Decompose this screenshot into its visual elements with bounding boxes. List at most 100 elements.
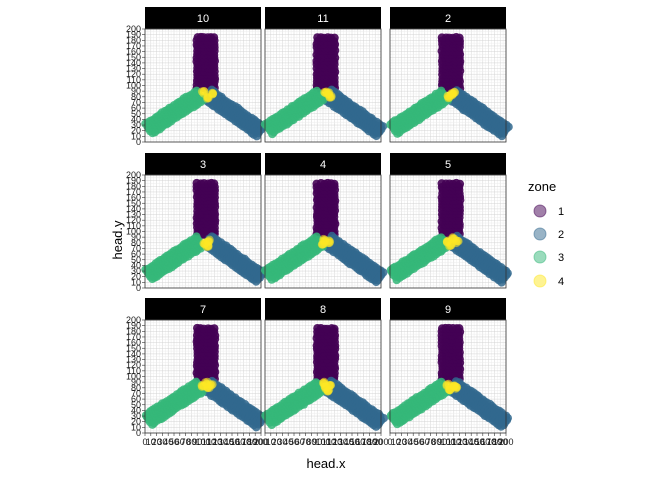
y-tick-label: 70 (131, 97, 141, 107)
x-tick-label: 30 (157, 437, 167, 447)
y-tick-label: 0 (136, 283, 141, 293)
data-point (330, 33, 339, 42)
points (260, 33, 388, 141)
x-tick-label: 20 (397, 437, 407, 447)
y-tick-label: 190 (126, 30, 141, 40)
y-tick-label: 40 (131, 114, 141, 124)
data-point (455, 33, 464, 42)
facet-panel-11: 11 (260, 7, 388, 143)
facet-strip-label: 9 (445, 304, 451, 316)
x-tick-label: 190 (493, 437, 508, 447)
x-tick-label: 140 (339, 437, 354, 447)
x-tick-label: 100 (195, 437, 210, 447)
x-tick-label: 90 (192, 437, 202, 447)
x-tick-label: 190 (368, 437, 383, 447)
facet-strip (390, 298, 506, 320)
facet-panel-5: 5 (386, 153, 512, 289)
y-tick-label: 190 (126, 321, 141, 331)
legend-key-2 (533, 227, 547, 241)
facet-panel-7: 7010203040506070809010011012013014015016… (126, 298, 269, 447)
x-tick-label: 200 (253, 437, 268, 447)
y-tick-label: 70 (131, 388, 141, 398)
x-tick-label: 200 (498, 437, 513, 447)
data-point (268, 129, 277, 139)
x-tick-label: 120 (452, 437, 467, 447)
x-tick-label: 200 (373, 437, 388, 447)
y-tick-label: 60 (131, 249, 141, 259)
x-tick-label: 120 (327, 437, 342, 447)
x-tick-label: 110 (322, 437, 336, 447)
panel-border (389, 28, 507, 143)
points (386, 323, 512, 431)
x-tick-label: 80 (431, 437, 441, 447)
y-tick-label: 30 (131, 266, 141, 276)
y-tick-label: 160 (126, 338, 141, 348)
panel-border (264, 174, 382, 289)
y-tick-label: 200 (126, 170, 141, 180)
x-tick-label: 40 (283, 437, 293, 447)
data-point (208, 380, 217, 389)
x-tick-label: 80 (186, 437, 196, 447)
y-tick-label: 100 (126, 372, 141, 382)
x-tick-label: 20 (272, 437, 282, 447)
y-tick-label: 140 (126, 204, 141, 214)
data-point (209, 33, 219, 42)
y-tick-label: 80 (131, 383, 141, 393)
y-tick-label: 130 (126, 64, 141, 74)
data-point (455, 324, 464, 333)
y-tick-label: 80 (131, 238, 141, 248)
y-tick-label: 60 (131, 394, 141, 404)
y-tick-label: 20 (131, 417, 141, 427)
x-tick-label: 160 (230, 437, 245, 447)
facet-strip (145, 298, 261, 320)
x-axis: 0102030405060708090100110120130140150160… (262, 433, 389, 447)
x-axis-title: head.x (306, 456, 346, 471)
data-point (455, 179, 465, 189)
y-tick-label: 50 (131, 255, 141, 265)
x-tick-label: 180 (242, 437, 257, 447)
x-tick-label: 130 (458, 437, 473, 447)
x-tick-label: 100 (315, 437, 330, 447)
x-tick-label: 50 (169, 437, 179, 447)
data-point (319, 379, 329, 388)
facet-strip (265, 153, 381, 175)
y-tick-label: 0 (136, 137, 141, 147)
x-tick-label: 0 (262, 437, 267, 447)
x-tick-label: 60 (175, 437, 185, 447)
y-tick-label: 130 (126, 355, 141, 365)
facet-panel-9: 9010203040506070809010011012013014015016… (386, 298, 514, 447)
facet-strip (145, 7, 261, 29)
y-tick-label: 170 (126, 41, 141, 51)
x-tick-label: 70 (181, 437, 191, 447)
panel-border (389, 174, 507, 289)
y-tick-label: 90 (131, 86, 141, 96)
data-point (317, 240, 327, 249)
y-tick-label: 120 (126, 360, 141, 370)
y-tick-label: 40 (131, 260, 141, 270)
y-axis: 0102030405060708090100110120130140150160… (126, 24, 145, 147)
data-point (330, 324, 339, 333)
facet-strip (265, 298, 381, 320)
y-tick-label: 100 (126, 227, 141, 237)
y-tick-label: 40 (131, 405, 141, 415)
facet-panels: 1001020304050607080901001101201301401501… (126, 7, 514, 447)
x-tick-label: 190 (248, 437, 263, 447)
x-tick-label: 130 (213, 437, 228, 447)
y-tick-label: 180 (126, 326, 141, 336)
y-tick-label: 20 (131, 126, 141, 136)
facet-panel-10: 1001020304050607080901001101201301401501… (126, 7, 268, 147)
x-tick-label: 150 (344, 437, 359, 447)
x-tick-label: 90 (437, 437, 447, 447)
y-axis: 0102030405060708090100110120130140150160… (126, 170, 145, 293)
y-tick-label: 110 (127, 75, 141, 85)
legend-label-2: 2 (558, 229, 564, 241)
y-axis: 0102030405060708090100110120130140150160… (126, 315, 145, 438)
x-tick-label: 130 (333, 437, 348, 447)
y-tick-label: 160 (126, 47, 141, 57)
x-tick-label: 60 (295, 437, 305, 447)
y-tick-label: 140 (126, 349, 141, 359)
x-tick-label: 170 (481, 437, 496, 447)
y-tick-label: 50 (131, 400, 141, 410)
x-tick-label: 70 (426, 437, 436, 447)
x-tick-label: 0 (142, 437, 147, 447)
